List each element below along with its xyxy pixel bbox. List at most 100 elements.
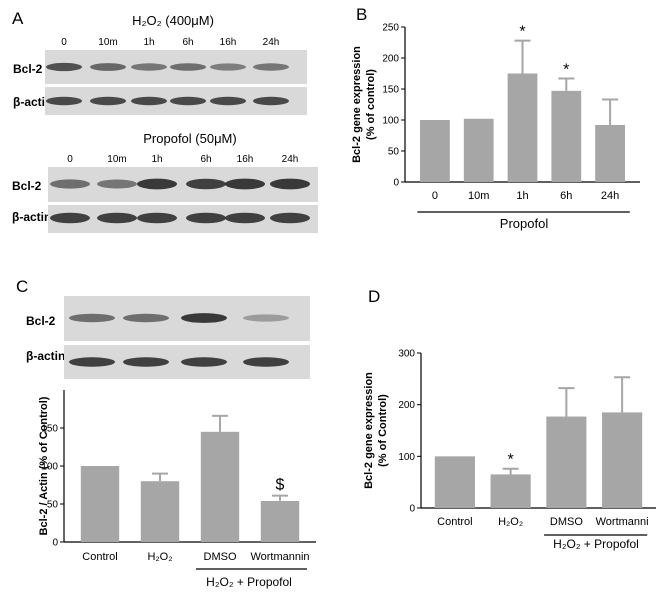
blot-a1-lane-label: 24h xyxy=(263,37,280,48)
chart-d-bar xyxy=(434,456,475,508)
blot-a2-lane-label: 1h xyxy=(151,154,162,165)
chart-c-y-tick-label: 100 xyxy=(41,462,58,473)
chart-b-y-tick-label: 200 xyxy=(382,54,399,65)
chart-b-bar xyxy=(595,124,625,182)
blot-a2-band-bcl2-0 xyxy=(50,179,90,189)
chart-b-y-label: Bcl-2 gene expression xyxy=(351,46,363,163)
blot-a2-band-bcl2-5 xyxy=(270,178,310,190)
blot-a1-band-actin-0 xyxy=(46,96,82,106)
chart-c-category-label: DMSO xyxy=(204,551,237,563)
chart-b-category-label: 6h xyxy=(560,190,572,202)
chart-b-category-label: 0 xyxy=(432,190,438,202)
blot-a1-lane-label: 1h xyxy=(143,37,154,48)
chart-c-category-label: H₂O₂ xyxy=(147,551,172,563)
blot-a2-band-bcl2-1 xyxy=(97,179,137,189)
blot-a2-band-bcl2-4 xyxy=(225,178,265,190)
chart-b-bar xyxy=(420,120,450,182)
blot-a1-band-bcl2-3 xyxy=(170,63,206,71)
chart-b-category-label: 24h xyxy=(601,190,619,202)
chart-c-annotation: $ xyxy=(276,477,285,494)
blot-a1-band-bcl2-2 xyxy=(131,63,167,71)
blot-a1-lane-label: 0 xyxy=(61,37,67,48)
blot-a1-band-actin-1 xyxy=(90,96,126,106)
blot-c-band-bcl2-1 xyxy=(123,313,169,323)
blot-c-row-bcl2: Bcl-2 xyxy=(26,314,56,328)
blot-a1-row-bcl2: Bcl-2 xyxy=(13,62,43,76)
blot-a1-band-bcl2-5 xyxy=(253,63,289,71)
blot-a2-band-actin-1 xyxy=(97,212,137,224)
chart-d-bar xyxy=(602,412,643,508)
blot-a1-lane-label: 16h xyxy=(220,37,237,48)
chart-b-annotation: * xyxy=(563,61,569,78)
chart-d-bar xyxy=(490,474,531,508)
chart-d-category-label: DMSO xyxy=(550,516,583,528)
blot-a1-title: H₂O₂ (400μM) xyxy=(132,13,214,28)
chart-c-bar xyxy=(80,466,120,542)
blot-a2-band-actin-5 xyxy=(270,212,310,224)
panel-letter-b: B xyxy=(356,5,367,24)
blot-a1-lane-label: 6h xyxy=(182,37,193,48)
chart-c-y-tick-label: 150 xyxy=(41,424,58,435)
chart-c-bar xyxy=(140,481,180,542)
blot-a1-band-actin-3 xyxy=(170,96,206,106)
blot-a1-lane-label: 10m xyxy=(98,37,117,48)
blot-a2-lane-label: 24h xyxy=(282,154,299,165)
chart-d-y-label: Bcl-2 gene expression xyxy=(363,372,375,489)
chart-c-category-label: Control xyxy=(82,551,117,563)
chart-b-y-label: (% of control) xyxy=(365,69,377,140)
blot-c: Bcl-2 β-actin xyxy=(26,296,310,379)
blot-a-propofol: Propofol (50μM) 0 10m 1h 6h 16h 24h Bcl-2 β-a… xyxy=(12,131,318,233)
chart-d-y-label: (% of Control) xyxy=(377,394,389,467)
chart-b-category-label: 10m xyxy=(468,190,489,202)
blot-a1-band-actin-2 xyxy=(131,96,167,106)
chart-c-y-label: Bcl-2 / Actin (% of Control) xyxy=(38,396,50,535)
blot-a2-band-bcl2-3 xyxy=(186,178,226,190)
blot-c-row-actin: β-actin xyxy=(26,349,65,363)
blot-a1-band-bcl2-0 xyxy=(46,62,82,72)
chart-d-y-tick-label: 100 xyxy=(398,452,415,463)
chart-b: 0 50 100 150 200 250 Bcl-2 gene expression (% o… xyxy=(351,23,640,231)
blot-a2-lane-label: 16h xyxy=(237,154,254,165)
blot-a2-band-actin-4 xyxy=(225,212,265,224)
chart-d-annotation: * xyxy=(508,452,514,469)
chart-b-category-label: 1h xyxy=(516,190,528,202)
blot-a1-band-bcl2-1 xyxy=(90,63,126,71)
panel-letter-d: D xyxy=(368,287,380,306)
blot-a1-row-actin: β-actin xyxy=(13,95,52,109)
chart-d-category-label: Wortmanni xyxy=(596,516,649,528)
chart-c-y-tick-label: 0 xyxy=(52,538,58,549)
chart-c-bar xyxy=(200,431,240,542)
chart-b-y-tick-label: 150 xyxy=(382,85,399,96)
chart-b-y-tick-label: 250 xyxy=(382,23,399,34)
blot-c-band-bcl2-3 xyxy=(243,314,289,322)
chart-b-y-tick-label: 100 xyxy=(382,116,399,127)
blot-c-band-bcl2-2 xyxy=(181,313,227,323)
chart-d-y-tick-label: 200 xyxy=(398,400,415,411)
blot-a2-row-actin: β-actin xyxy=(12,210,51,224)
blot-a2-title: Propofol (50μM) xyxy=(143,131,236,146)
chart-d-group-label: H₂O₂ + Propofol xyxy=(553,537,639,551)
panel-letter-c: C xyxy=(16,277,28,296)
chart-d-category-label: Control xyxy=(437,516,472,528)
blot-c-band-bcl2-0 xyxy=(69,313,115,323)
chart-b-bar xyxy=(551,90,582,182)
blot-a1-band-actin-5 xyxy=(253,96,289,106)
blot-a2-lane-label: 10m xyxy=(107,154,126,165)
chart-b-group-label: Propofol xyxy=(500,216,549,231)
chart-c-bar xyxy=(260,500,300,542)
blot-a2-band-actin-0 xyxy=(50,212,90,224)
chart-d: 0 100 200 300 Bcl-2 gene expression (% of Con… xyxy=(363,349,656,551)
chart-b-annotation: * xyxy=(519,24,525,41)
blot-c-band-actin-3 xyxy=(243,357,289,367)
chart-c-y-tick-label: 50 xyxy=(47,500,59,511)
blot-a2-band-actin-2 xyxy=(137,212,177,224)
blot-a2-band-actin-3 xyxy=(186,212,226,224)
panel-letter-a: A xyxy=(12,9,24,28)
blot-a1-band-bcl2-4 xyxy=(210,63,246,71)
blot-a2-lane-label: 6h xyxy=(200,154,211,165)
chart-b-bar xyxy=(507,73,538,182)
chart-d-y-tick-label: 0 xyxy=(409,504,415,515)
chart-d-y-tick-label: 300 xyxy=(398,349,415,360)
